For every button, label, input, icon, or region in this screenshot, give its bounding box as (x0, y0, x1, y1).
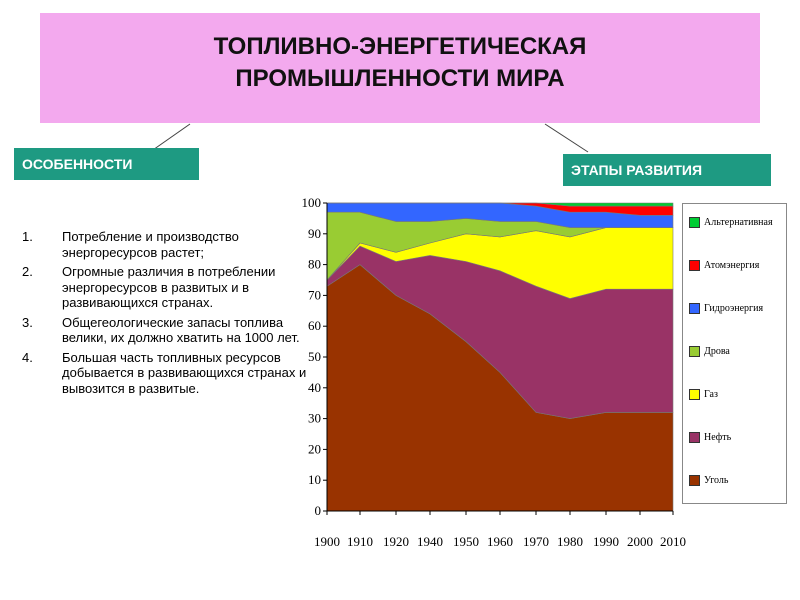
y-tick-label: 100 (302, 195, 322, 210)
legend-swatch (689, 389, 700, 401)
title-line-2: ПРОМЫШЛЕННОСТИ МИРА (235, 65, 565, 92)
legend-swatch (689, 217, 700, 229)
legend-label: Газ (704, 389, 718, 400)
list-item-number: 3. (22, 314, 33, 330)
x-tick-label: 1980 (557, 534, 583, 549)
legend-swatch (689, 346, 700, 358)
legend-label: Уголь (704, 475, 729, 486)
title-line-1: ТОПЛИВНО-ЭНЕРГЕТИЧЕСКАЯ (213, 33, 587, 60)
stages-tag: ЭТАПЫ РАЗВИТИЯ (563, 154, 771, 186)
legend-swatch (689, 260, 700, 272)
legend-item: Дрова (689, 345, 730, 359)
x-tick-label: 1940 (417, 534, 443, 549)
list-item: 3. Общегеологические запасы топлива вели… (22, 315, 307, 346)
series-area-6 (327, 202, 674, 207)
list-item-text: Потребление и производство энергоресурсо… (62, 229, 239, 260)
legend-item: Уголь (689, 474, 728, 488)
list-item: 2. Огромные различия в потреблении энерг… (22, 264, 307, 311)
x-tick-label: 1960 (487, 534, 513, 549)
y-tick-label: 50 (308, 349, 321, 364)
x-tick-label: 1950 (453, 534, 479, 549)
y-tick-label: 10 (308, 472, 321, 487)
legend-label: Нефть (704, 432, 732, 443)
y-tick-label: 90 (308, 226, 321, 241)
list-item-number: 4. (22, 349, 33, 365)
legend-swatch (689, 303, 700, 315)
legend-item: Нефть (689, 431, 731, 445)
list-item: 1. Потребление и производство энергоресу… (22, 229, 307, 260)
list-item-text: Общегеологические запасы топлива велики,… (62, 314, 300, 346)
x-tick-label: 1920 (383, 534, 409, 549)
legend-label: Гидроэнергия (704, 303, 764, 314)
chart-legend: Альтернативная Атомэнергия Гидроэнергия Дро… (682, 203, 787, 504)
y-tick-label: 60 (308, 318, 321, 333)
legend-label: Альтернативная (704, 217, 773, 228)
legend-item: Атомэнергия (689, 259, 759, 273)
title-banner: ТОПЛИВНО-ЭНЕРГЕТИЧЕСКАЯ ПРОМЫШЛЕННОСТИ М… (40, 13, 760, 123)
legend-label: Дрова (704, 346, 730, 357)
list-item: 4. Большая часть топливных ресурсов добы… (22, 350, 307, 397)
list-item-text: Большая часть топливных ресурсов добывае… (62, 349, 307, 396)
x-tick-label: 1910 (347, 534, 373, 549)
legend-item: Газ (689, 388, 718, 402)
y-tick-label: 20 (308, 441, 321, 456)
page-title: ТОПЛИВНО-ЭНЕРГЕТИЧЕСКАЯ ПРОМЫШЛЕННОСТИ М… (40, 31, 760, 95)
features-list: 1. Потребление и производство энергоресу… (22, 229, 307, 400)
legend-item: Альтернативная (689, 216, 773, 230)
x-tick-label: 2000 (627, 534, 653, 549)
list-item-text: Огромные различия в потреблении энергоре… (62, 264, 276, 310)
legend-item: Гидроэнергия (689, 302, 763, 316)
x-tick-label: 2010 (660, 534, 686, 549)
features-tag: ОСОБЕННОСТИ (14, 148, 199, 180)
legend-swatch (689, 432, 700, 444)
x-tick-label: 1970 (523, 534, 549, 549)
y-tick-label: 80 (308, 257, 321, 272)
y-tick-label: 70 (308, 287, 321, 302)
list-item-number: 1. (22, 229, 33, 244)
legend-label: Атомэнергия (704, 260, 760, 271)
legend-swatch (689, 475, 700, 487)
y-tick-label: 0 (315, 503, 322, 518)
x-tick-label: 1900 (314, 534, 340, 549)
y-tick-label: 30 (308, 411, 321, 426)
x-tick-label: 1990 (593, 534, 619, 549)
list-item-number: 2. (22, 264, 33, 279)
y-tick-label: 40 (308, 380, 321, 395)
